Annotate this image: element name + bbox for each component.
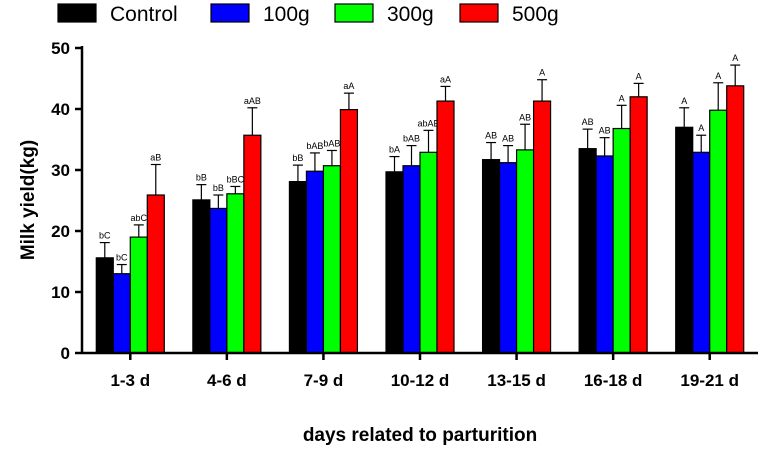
significance-label: bA	[389, 145, 400, 155]
bar	[402, 165, 421, 354]
bar	[595, 155, 614, 354]
legend-swatch	[210, 3, 250, 23]
y-tick-label: 20	[51, 222, 70, 241]
x-tick-label: 4-6 d	[207, 371, 247, 390]
legend-label: 100g	[263, 3, 310, 26]
significance-label: A	[715, 71, 721, 81]
bar	[578, 148, 597, 354]
significance-label: abAB	[417, 118, 439, 128]
significance-label: A	[732, 53, 738, 63]
significance-label: AB	[519, 112, 531, 122]
legend-item: Control	[57, 3, 178, 26]
bar	[339, 109, 359, 354]
significance-label: aAB	[244, 96, 261, 106]
significance-label: AB	[485, 131, 497, 141]
bar	[226, 193, 245, 354]
legend-item: 300g	[334, 3, 434, 26]
y-tick-label: 10	[51, 283, 70, 302]
x-axis-title: days related to parturition	[303, 425, 537, 446]
significance-label: aA	[343, 81, 354, 91]
bar	[675, 126, 694, 354]
bar	[612, 127, 631, 354]
legend-label: 300g	[387, 3, 434, 26]
significance-label: bAB	[323, 138, 340, 148]
significance-label: bB	[292, 153, 303, 163]
bar	[209, 207, 228, 354]
y-tick-label: 0	[61, 344, 70, 363]
bar	[726, 85, 745, 354]
significance-label: bBC	[227, 174, 245, 184]
significance-label: bC	[99, 231, 111, 241]
bar	[305, 170, 325, 354]
legend-label: Control	[110, 3, 178, 26]
bar	[515, 149, 535, 354]
bar	[385, 171, 404, 354]
legend-swatch	[334, 3, 374, 23]
y-tick-label: 40	[51, 100, 70, 119]
x-tick-label: 13-15 d	[487, 371, 546, 390]
bar	[532, 100, 552, 354]
bar	[419, 151, 438, 354]
y-axis: 0 10 20 30 40 50	[51, 39, 84, 363]
significance-label: AB	[582, 117, 594, 127]
significance-label: bC	[116, 253, 128, 263]
bar	[709, 109, 728, 354]
significance-label: A	[636, 71, 642, 81]
significance-label: AB	[599, 126, 611, 136]
significance-label: bAB	[306, 141, 323, 151]
x-tick-label: 16-18 d	[584, 371, 643, 390]
bar	[192, 199, 211, 354]
significance-label: bB	[196, 173, 207, 183]
bar	[288, 180, 308, 354]
bar	[322, 165, 342, 354]
bar	[692, 151, 711, 354]
y-axis-title: Milk yield(kg)	[18, 140, 39, 260]
legend-swatch	[57, 3, 97, 23]
x-tick-label: 1-3 d	[110, 371, 150, 390]
legend-swatch	[459, 3, 499, 23]
bar	[498, 162, 518, 354]
x-tick-label: 10-12 d	[391, 371, 450, 390]
significance-label: aA	[440, 74, 451, 84]
legend-item: 500g	[459, 3, 559, 26]
bar	[146, 194, 165, 354]
bar	[112, 273, 131, 354]
legend: Control 100g 300g 500g	[57, 3, 559, 26]
legend-item: 100g	[210, 3, 310, 26]
y-tick-label: 50	[51, 39, 70, 58]
bar	[95, 257, 114, 354]
bar	[436, 100, 455, 354]
significance-label: bB	[213, 183, 224, 193]
bar	[481, 159, 501, 354]
significance-label: aB	[150, 153, 161, 163]
significance-label: A	[619, 93, 625, 103]
x-tick-label: 19-21 d	[680, 371, 739, 390]
x-tick-label: 7-9 d	[304, 371, 344, 390]
significance-label: A	[681, 96, 687, 106]
x-axis: 1-3 d 4-6 d 7-9 d 10-12 d 13-15 d 16-18 d 19-2…	[82, 351, 758, 390]
bar	[629, 96, 648, 354]
significance-label: A	[698, 123, 704, 133]
significance-label: AB	[502, 134, 514, 144]
y-tick-label: 30	[51, 161, 70, 180]
significance-label: abC	[131, 213, 148, 223]
significance-label: bAB	[403, 134, 420, 144]
bar	[129, 236, 148, 354]
legend-label: 500g	[512, 3, 559, 26]
significance-label: A	[539, 68, 545, 78]
bar	[243, 134, 262, 354]
